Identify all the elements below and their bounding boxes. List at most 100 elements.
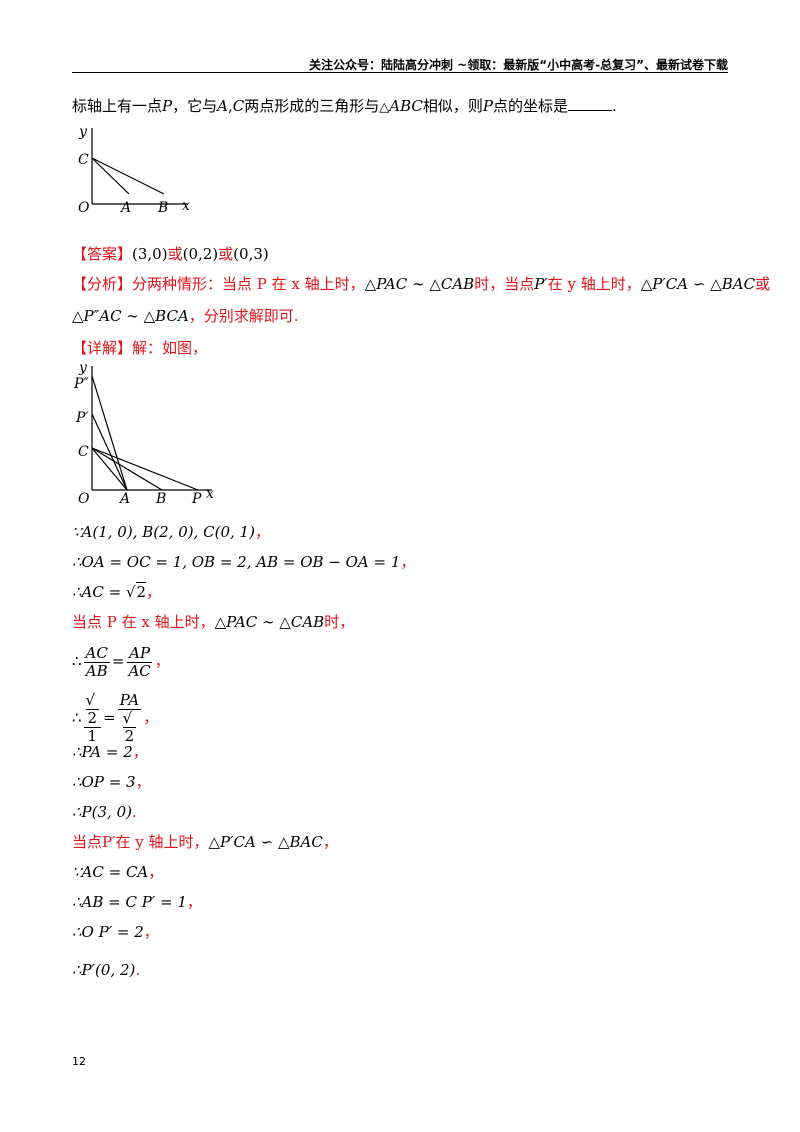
step-8-end: ， [135,773,151,791]
fig1-label-a: A [119,200,131,216]
analysis-p-prime: P′ [534,275,548,293]
fig1-label-y: y [78,124,88,140]
fig2-label-y: y [78,362,88,376]
fig1-line-ca [91,157,130,195]
answer-or-2: 或 [218,245,234,263]
step-6-pre: ∴ [72,708,82,727]
step-3-sqrt-sign: √ [125,583,136,601]
step-10-end: ， [322,833,338,851]
step-11-end: ， [148,863,164,881]
analysis-text-4: 或 [755,275,771,293]
step-10-sim: △P′CA ∽ △BAC [208,833,323,851]
question-tri: △ [379,100,390,115]
step-4-text: 当点 P 在 x 轴上时， [72,613,215,631]
question-prefix: 标轴上有一点 [72,97,163,115]
question-mid4: 点的坐标是 [492,97,568,115]
step-1-end: ， [254,523,270,541]
step-5-eq: = [111,652,125,670]
analysis-tag: 【分析】 [72,275,133,293]
step-14-text: ∴P′(0, 2) [72,961,136,979]
step-9-text: ∴P(3, 0) [72,803,132,821]
step-11-text: ∵AC = CA [72,863,149,881]
step-7-end: ， [132,743,148,761]
detail-line: 【详解】解：如图， [72,338,207,358]
question-mid1: ，它与 [172,97,218,115]
step-6-eq: = [103,708,116,727]
analysis-text-5: ，分别求解即可. [188,307,299,325]
step-1: ∵A(1, 0), B(2, 0), C(0, 1)， [72,522,270,542]
question-p2: P [482,97,493,115]
fig2-label-p-double-prime: P″ [73,376,89,392]
fig1-label-x: x [182,198,190,214]
step-6-frac-2-root: 2 [122,727,137,745]
step-13: ∴O P′ = 2， [72,922,159,942]
step-2-text: ∴OA = OC = 1, OB = 2, AB = OB − OA = 1 [72,553,401,571]
step-14-end: . [135,961,141,979]
detail-text: 解：如图， [132,339,208,357]
step-7-text: ∴PA = 2 [72,743,133,761]
fig1-label-o: O [78,200,90,216]
fig1-line-cb [91,157,165,195]
step-10: 当点P′在 y 轴上时，△P′CA ∽ △BAC， [72,832,338,852]
fig2-line-p1a [91,413,128,491]
step-2-end: ， [400,553,416,571]
fig2-label-p-prime: P′ [75,410,89,426]
step-14: ∴P′(0, 2). [72,960,140,980]
step-12-text: ∴AB = C P′ = 1 [72,893,187,911]
fig1-label-c: C [78,152,89,168]
analysis-text-1: 分两种情形：当点 P 在 x 轴上时， [132,275,365,293]
step-6-frac-2-den: √ 2 [122,709,137,745]
question-comma: , [227,97,233,115]
step-6-end: ， [143,708,159,727]
analysis-text-3: 在 y 轴上时， [547,275,641,293]
figure-1: y C O A B x [78,124,190,216]
fig2-line-cb [91,447,163,491]
step-6-frac-2: PA √ 2 [117,691,142,745]
step-4: 当点 P 在 x 轴上时，△PAC ∼ △CAB时， [72,612,354,632]
step-6-frac-1-den: 1 [87,727,98,745]
step-6-frac-2-num: PA [117,691,142,710]
analysis-text-2: 时，当点 [474,275,535,293]
page-number: 12 [72,1055,86,1068]
answer-or-1: 或 [167,245,183,263]
question-a: A [217,97,228,115]
fig2-label-c: C [78,444,89,460]
step-3-root: 2 [135,582,147,601]
step-6-frac-1-root: 2 [85,709,100,727]
step-10-text: 当点P′在 y 轴上时， [72,833,209,851]
question-p: P [162,97,173,115]
step-13-text: ∴O P′ = 2 [72,923,144,941]
step-5-frac-1-num: AC [83,643,110,663]
step-8: ∴OP = 3， [72,772,151,792]
answer-tag: 【答案】 [72,245,133,263]
question-mid2: 两点形成的三角形与 [244,97,380,115]
analysis-sim-1: △PAC ∼ △CAB [364,275,475,293]
step-4-end: 时， [324,613,355,631]
fig2-label-p: P [191,491,202,507]
answer-line: 【答案】(3,0)或(0,2)或(0,3) [72,244,269,264]
header-rule [72,72,728,73]
step-5: ∴ AC AB = AP AC， [72,642,170,680]
step-8-text: ∴OP = 3 [72,773,136,791]
step-5-pre: ∴ [72,652,82,670]
step-7: ∴PA = 2， [72,742,148,762]
step-5-frac-2-num: AP [127,643,153,663]
step-13-end: ， [143,923,159,941]
step-6-frac-1-num: √ 2 [83,692,102,728]
step-12-end: ， [186,893,202,911]
step-5-frac-2-den: AC [128,661,151,680]
step-5-frac-1-den: AB [85,661,108,680]
step-6-frac-1: √ 2 1 [83,692,102,745]
analysis-line-1: 【分析】分两种情形：当点 P 在 x 轴上时，△PAC ∼ △CAB时，当点P′… [72,274,770,294]
step-5-frac-1: AC AB [83,643,110,680]
figure-2: y P″ P′ C O A B P x [73,362,214,507]
fig2-line-cp [91,447,199,491]
fig2-label-b: B [155,491,166,507]
fig2-label-o: O [78,491,90,507]
fig2-label-a: A [118,491,130,507]
step-3: ∴AC = √2， [72,582,161,602]
page-header: 关注公众号：陆陆高分冲刺 ~领取：最新版“小中高考-总复习”、最新试卷下载 [309,58,728,72]
answer-value-2: (0,2) [182,245,219,263]
fig2-line-p2a [91,375,128,491]
answer-value-1: (3,0) [132,245,168,263]
